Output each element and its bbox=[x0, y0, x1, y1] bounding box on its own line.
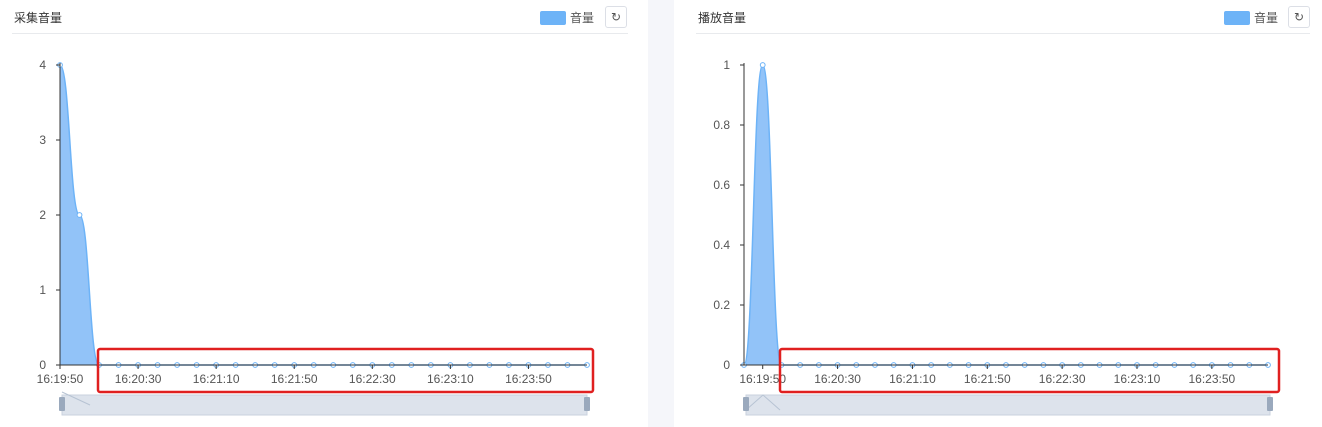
data-point bbox=[76, 212, 83, 218]
x-tick-label: 16:20:30 bbox=[814, 372, 861, 386]
playback-volume-chart: 0 0.2 0.4 0.6 0.8 1 16:19:50 16:20:30 16:21:10 16… bbox=[713, 58, 1281, 416]
series-area bbox=[744, 65, 1268, 365]
zoom-slider-preview bbox=[61, 391, 91, 406]
panel-title: 播放音量 bbox=[698, 11, 747, 25]
y-tick-label: 0 bbox=[723, 358, 730, 372]
panel-gutter bbox=[648, 0, 674, 427]
title-divider bbox=[696, 33, 1310, 34]
chart-legend[interactable]: 音量 bbox=[1224, 9, 1278, 26]
legend-swatch bbox=[1224, 10, 1250, 25]
x-tick-label: 16:23:50 bbox=[505, 372, 552, 386]
zoom-slider-handle[interactable] bbox=[584, 397, 590, 411]
y-tick-label: 0.2 bbox=[713, 298, 730, 312]
x-tick-label: 16:20:30 bbox=[115, 372, 162, 386]
x-tick-label: 16:19:50 bbox=[37, 372, 84, 386]
zoom-slider-handle[interactable] bbox=[1267, 397, 1273, 411]
x-tick-label: 16:22:30 bbox=[1039, 372, 1086, 386]
x-tick-label: 16:21:10 bbox=[193, 372, 240, 386]
zoom-slider-handle[interactable] bbox=[59, 397, 65, 411]
capture-volume-chart: 0 1 2 3 4 16:19:50 16:20:30 16:21:10 16:21:50 16:… bbox=[37, 58, 595, 416]
series-line bbox=[59, 64, 587, 366]
x-tick-label: 16:19:50 bbox=[739, 372, 786, 386]
capture-volume-panel: 采集音量 音量 ↻ 0 1 2 3 4 16:19:50 16:20:30 16:21:10 1… bbox=[0, 0, 640, 427]
zoom-slider-track bbox=[61, 394, 588, 416]
zoom-slider-handle[interactable] bbox=[743, 397, 749, 411]
x-tick-label: 16:23:10 bbox=[427, 372, 474, 386]
series-line bbox=[743, 64, 1268, 366]
y-tick-label: 3 bbox=[39, 133, 46, 147]
x-tick-label: 16:21:50 bbox=[964, 372, 1011, 386]
data-point bbox=[759, 62, 766, 68]
zoom-slider-track bbox=[745, 394, 1271, 416]
refresh-icon: ↻ bbox=[1293, 10, 1305, 24]
refresh-icon: ↻ bbox=[610, 10, 622, 24]
y-tick-label: 0 bbox=[39, 358, 46, 372]
y-tick-label: 4 bbox=[39, 58, 46, 72]
zoom-slider-preview bbox=[745, 394, 781, 411]
x-tick-label: 16:23:10 bbox=[1114, 372, 1161, 386]
highlight-box bbox=[96, 347, 595, 394]
y-tick-label: 1 bbox=[39, 283, 46, 297]
y-tick-label: 2 bbox=[39, 208, 46, 222]
refresh-button[interactable]: ↻ bbox=[1288, 6, 1310, 28]
y-tick-label: 0.8 bbox=[713, 118, 730, 132]
panel-title: 采集音量 bbox=[14, 11, 63, 25]
y-tick-label: 0.4 bbox=[713, 238, 730, 252]
y-tick-label: 0.6 bbox=[713, 178, 730, 192]
title-divider bbox=[12, 33, 628, 34]
x-tick-label: 16:22:30 bbox=[349, 372, 396, 386]
chart-legend[interactable]: 音量 bbox=[540, 9, 594, 26]
y-tick-label: 1 bbox=[723, 58, 730, 72]
x-tick-label: 16:21:10 bbox=[889, 372, 936, 386]
x-tick-label: 16:21:50 bbox=[271, 372, 318, 386]
legend-label: 音量 bbox=[570, 11, 595, 25]
refresh-button[interactable]: ↻ bbox=[605, 6, 627, 28]
highlight-box bbox=[778, 347, 1281, 394]
playback-volume-panel: 播放音量 音量 ↻ 0 0.2 0.4 0.6 0.8 1 16:19:50 16:20:30… bbox=[684, 0, 1322, 427]
x-tick-label: 16:23:50 bbox=[1188, 372, 1235, 386]
legend-label: 音量 bbox=[1254, 11, 1279, 25]
series-area bbox=[60, 65, 587, 365]
legend-swatch bbox=[540, 10, 566, 25]
